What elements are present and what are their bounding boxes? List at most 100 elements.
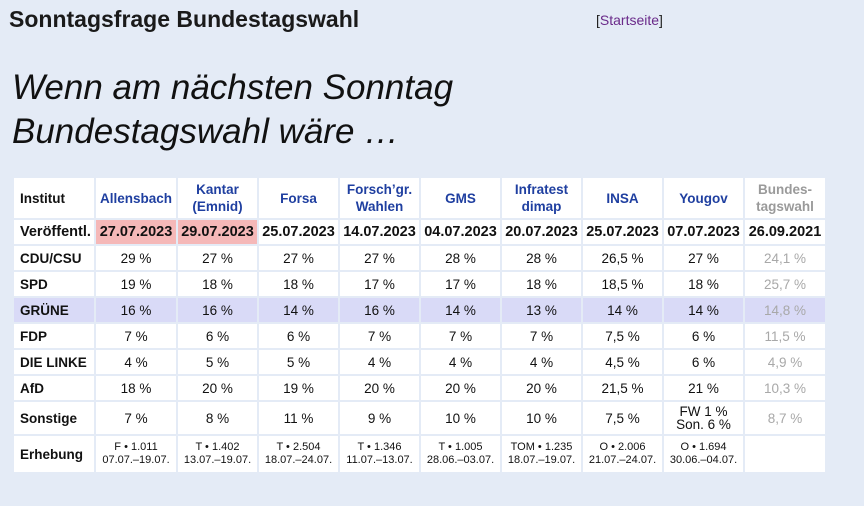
row-label: Sonstige [14, 402, 94, 434]
date-cell: 14.07.2023 [340, 220, 419, 244]
value-cell: 7 % [96, 402, 176, 434]
value-cell: 6 % [178, 324, 257, 348]
survey-cell: O • 1.694 30.06.–04.07. [664, 436, 743, 472]
date-cell: 04.07.2023 [421, 220, 500, 244]
value-cell: 5 % [259, 350, 338, 374]
value-cell: 14 % [664, 298, 743, 322]
result-cell: 25,7 % [745, 272, 825, 296]
row-label: GRÜNE [14, 298, 94, 322]
value-cell: 17 % [340, 272, 419, 296]
survey-cell: F • 1.011 07.07.–19.07. [96, 436, 176, 472]
value-cell: 20 % [178, 376, 257, 400]
value-cell: 28 % [421, 246, 500, 270]
empty-cell [745, 436, 825, 472]
value-cell: 18 % [664, 272, 743, 296]
value-cell: 20 % [340, 376, 419, 400]
row-label: DIE LINKE [14, 350, 94, 374]
value-cell: 7,5 % [583, 324, 662, 348]
institute-allensbach[interactable]: Allensbach [96, 178, 176, 218]
value-cell: 27 % [259, 246, 338, 270]
result-cell: 11,5 % [745, 324, 825, 348]
erhebung-row: Erhebung F • 1.011 07.07.–19.07. T • 1.40… [14, 436, 825, 472]
institute-kantar[interactable]: Kantar (Emnid) [178, 178, 257, 218]
value-cell: 18 % [259, 272, 338, 296]
value-cell: 4 % [421, 350, 500, 374]
result-cell: 14,8 % [745, 298, 825, 322]
value-cell: 7,5 % [583, 402, 662, 434]
institute-forsa[interactable]: Forsa [259, 178, 338, 218]
institute-yougov[interactable]: Yougov [664, 178, 743, 218]
value-cell: 20 % [421, 376, 500, 400]
survey-cell: T • 1.005 28.06.–03.07. [421, 436, 500, 472]
survey-cell: T • 2.504 18.07.–24.07. [259, 436, 338, 472]
value-cell: 8 % [178, 402, 257, 434]
value-cell: 18,5 % [583, 272, 662, 296]
value-cell: 29 % [96, 246, 176, 270]
value-cell: 27 % [178, 246, 257, 270]
value-cell: 4,5 % [583, 350, 662, 374]
home-link-wrapper: [Startseite] [596, 12, 663, 28]
value-cell: 14 % [421, 298, 500, 322]
result-col-header: Bundes-tagswahl [745, 178, 825, 218]
value-cell: 26,5 % [583, 246, 662, 270]
value-cell: 13 % [502, 298, 581, 322]
institute-infratest[interactable]: Infratest dimap [502, 178, 581, 218]
value-cell: 11 % [259, 402, 338, 434]
value-cell: 6 % [664, 350, 743, 374]
result-cell: 4,9 % [745, 350, 825, 374]
value-cell: 18 % [178, 272, 257, 296]
value-cell: 7 % [96, 324, 176, 348]
value-cell: 4 % [502, 350, 581, 374]
row-label: Veröffentl. [14, 220, 94, 244]
date-cell: 27.07.2023 [96, 220, 176, 244]
value-cell: 5 % [178, 350, 257, 374]
survey-cell: T • 1.346 11.07.–13.07. [340, 436, 419, 472]
result-cell: 24,1 % [745, 246, 825, 270]
value-cell: 18 % [502, 272, 581, 296]
survey-cell: T • 1.402 13.07.–19.07. [178, 436, 257, 472]
institute-forschungsgruppe[interactable]: Forsch’gr. Wahlen [340, 178, 419, 218]
date-cell: 25.07.2023 [259, 220, 338, 244]
value-cell: 16 % [96, 298, 176, 322]
row-label: FDP [14, 324, 94, 348]
value-cell: 7 % [340, 324, 419, 348]
party-row-grüne: GRÜNE 16 % 16 % 14 % 16 % 14 % 13 % 14 % 14 % 14,… [14, 298, 825, 322]
value-cell: 10 % [502, 402, 581, 434]
value-cell: 19 % [96, 272, 176, 296]
headline: Wenn am nächsten Sonntag Bundestagswahl … [12, 66, 453, 154]
result-date-cell: 26.09.2021 [745, 220, 825, 244]
value-cell: 16 % [178, 298, 257, 322]
row-label: Erhebung [14, 436, 94, 472]
poll-table: Institut Allensbach Kantar (Emnid) Forsa … [12, 176, 827, 474]
row-label: AfD [14, 376, 94, 400]
row-label: SPD [14, 272, 94, 296]
date-cell: 25.07.2023 [583, 220, 662, 244]
value-cell: 4 % [340, 350, 419, 374]
date-cell: 29.07.2023 [178, 220, 257, 244]
party-row-cdu-csu: CDU/CSU 29 % 27 % 27 % 27 % 28 % 28 % 26,5 % 27 … [14, 246, 825, 270]
value-cell: 6 % [259, 324, 338, 348]
result-cell: 10,3 % [745, 376, 825, 400]
bracket-open: [ [596, 12, 600, 28]
survey-cell: O • 2.006 21.07.–24.07. [583, 436, 662, 472]
value-cell: 14 % [583, 298, 662, 322]
value-cell: 4 % [96, 350, 176, 374]
value-cell: 19 % [259, 376, 338, 400]
value-cell: 6 % [664, 324, 743, 348]
value-cell: 28 % [502, 246, 581, 270]
value-cell: 18 % [96, 376, 176, 400]
party-row-fdp: FDP 7 % 6 % 6 % 7 % 7 % 7 % 7,5 % 6 % 11,5 % [14, 324, 825, 348]
value-cell: 10 % [421, 402, 500, 434]
row-label: CDU/CSU [14, 246, 94, 270]
value-cell: 20 % [502, 376, 581, 400]
institute-gms[interactable]: GMS [421, 178, 500, 218]
headline-line-1: Wenn am nächsten Sonntag [12, 68, 454, 107]
result-cell: 8,7 % [745, 402, 825, 434]
startseite-link[interactable]: Startseite [599, 12, 660, 28]
party-row-sonstige: Sonstige 7 % 8 % 11 % 9 % 10 % 10 % 7,5 … [14, 402, 825, 434]
value-cell-yougov-sonstige: FW 1 % Son. 6 % [664, 402, 743, 434]
value-cell: 17 % [421, 272, 500, 296]
institute-insa[interactable]: INSA [583, 178, 662, 218]
party-row-die-linke: DIE LINKE 4 % 5 % 5 % 4 % 4 % 4 % 4,5 % 6 % 4,9 % [14, 350, 825, 374]
publication-date-row: Veröffentl. 27.07.2023 29.07.2023 25.07.… [14, 220, 825, 244]
